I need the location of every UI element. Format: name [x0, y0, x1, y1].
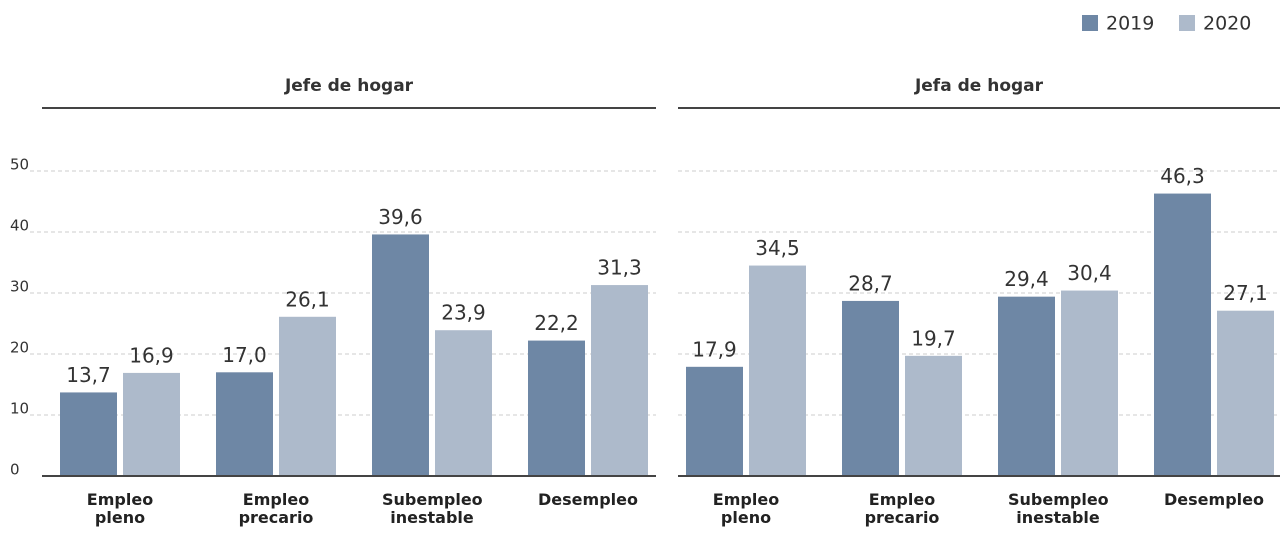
bar	[372, 234, 429, 476]
y-tick-label: 10	[10, 400, 29, 418]
y-tick-label: 20	[10, 339, 29, 357]
value-label: 28,7	[848, 271, 893, 295]
y-tick-label: 0	[10, 461, 20, 479]
bar	[1061, 290, 1118, 476]
value-label: 31,3	[597, 256, 642, 280]
bar	[123, 372, 180, 476]
x-tick-label: Empleo pleno	[86, 490, 154, 527]
value-label: 30,4	[1067, 261, 1112, 285]
x-tick-label: Desempleo	[1164, 490, 1264, 509]
value-label: 29,4	[1004, 267, 1049, 291]
bar	[749, 265, 806, 476]
bar	[842, 300, 899, 476]
value-label: 17,9	[692, 337, 737, 361]
x-tick-label: Empleo precario	[864, 490, 940, 527]
bar	[1217, 310, 1274, 476]
bar	[686, 366, 743, 476]
value-label: 39,6	[378, 205, 423, 229]
value-label: 13,7	[66, 363, 111, 387]
bar	[216, 372, 273, 476]
bar	[1154, 193, 1211, 476]
bar	[435, 330, 492, 476]
x-tick-label: Empleo pleno	[712, 490, 780, 527]
bar	[591, 285, 648, 476]
x-tick-label: Subempleo inestable	[1008, 490, 1109, 527]
value-label: 46,3	[1160, 164, 1205, 188]
legend-label: 2020	[1203, 13, 1251, 35]
value-label: 23,9	[441, 301, 486, 325]
value-label: 26,1	[285, 287, 330, 311]
x-tick-label: Subempleo inestable	[382, 490, 483, 527]
value-label: 16,9	[129, 343, 174, 367]
legend-label: 2019	[1106, 13, 1154, 35]
bar	[528, 340, 585, 476]
bar	[279, 316, 336, 476]
y-tick-label: 40	[10, 217, 29, 235]
legend-swatch	[1179, 15, 1195, 31]
value-label: 34,5	[755, 236, 800, 260]
x-tick-label: Desempleo	[538, 490, 638, 509]
bar	[998, 296, 1055, 476]
x-tick-label: Empleo precario	[238, 490, 314, 527]
y-tick-label: 50	[10, 156, 29, 174]
value-label: 27,1	[1223, 281, 1268, 305]
value-label: 17,0	[222, 343, 267, 367]
legend-swatch	[1082, 15, 1098, 31]
panel-title: Jefe de hogar	[284, 76, 414, 96]
bar	[60, 392, 117, 476]
value-label: 19,7	[911, 326, 956, 350]
y-tick-label: 30	[10, 278, 29, 296]
panel-title: Jefa de hogar	[914, 76, 1044, 96]
bar	[905, 355, 962, 476]
value-label: 22,2	[534, 311, 579, 335]
